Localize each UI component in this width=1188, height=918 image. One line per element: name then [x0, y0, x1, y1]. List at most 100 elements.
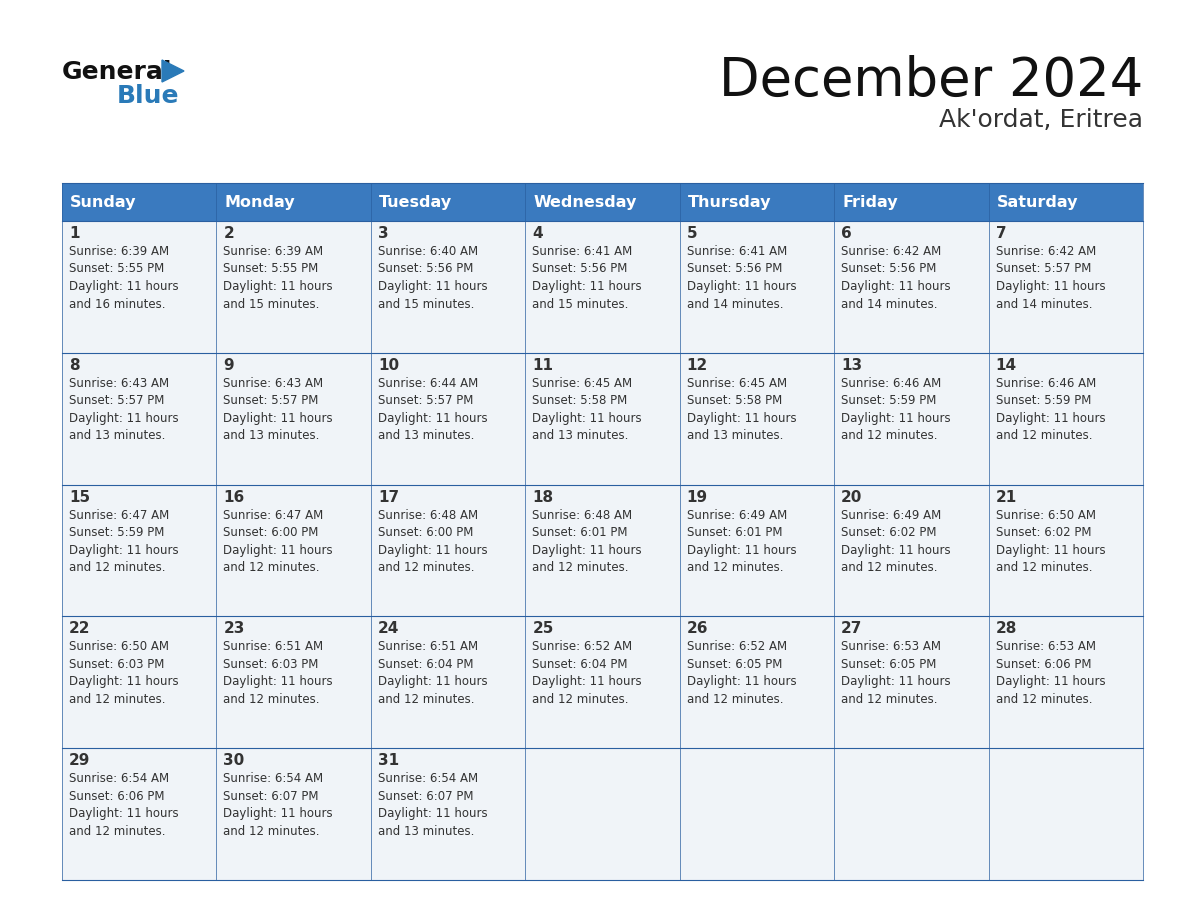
Bar: [371, 183, 525, 221]
Bar: [371, 748, 525, 880]
Text: 19: 19: [687, 489, 708, 505]
Text: and 14 minutes.: and 14 minutes.: [687, 297, 783, 310]
Text: and 12 minutes.: and 12 minutes.: [532, 561, 628, 574]
Text: and 12 minutes.: and 12 minutes.: [378, 561, 474, 574]
Text: Sunset: 6:01 PM: Sunset: 6:01 PM: [687, 526, 782, 539]
Text: Daylight: 11 hours: Daylight: 11 hours: [223, 807, 333, 820]
Text: Sunrise: 6:54 AM: Sunrise: 6:54 AM: [223, 772, 323, 785]
Text: and 13 minutes.: and 13 minutes.: [687, 430, 783, 442]
Text: Daylight: 11 hours: Daylight: 11 hours: [687, 412, 796, 425]
Text: Sunday: Sunday: [70, 195, 137, 209]
Text: Sunrise: 6:48 AM: Sunrise: 6:48 AM: [378, 509, 478, 521]
Text: Daylight: 11 hours: Daylight: 11 hours: [69, 807, 178, 820]
Text: 23: 23: [223, 621, 245, 636]
Bar: [680, 485, 834, 616]
Bar: [62, 221, 216, 353]
Text: and 13 minutes.: and 13 minutes.: [69, 430, 165, 442]
Text: Sunrise: 6:42 AM: Sunrise: 6:42 AM: [996, 245, 1095, 258]
Bar: [525, 616, 680, 748]
Text: Thursday: Thursday: [688, 195, 771, 209]
Bar: [62, 353, 216, 485]
Bar: [680, 353, 834, 485]
Text: and 12 minutes.: and 12 minutes.: [69, 693, 165, 706]
Bar: [371, 353, 525, 485]
Text: 1: 1: [69, 226, 80, 241]
Bar: [371, 221, 525, 353]
Text: Daylight: 11 hours: Daylight: 11 hours: [378, 676, 487, 688]
Bar: [216, 485, 371, 616]
Text: and 15 minutes.: and 15 minutes.: [223, 297, 320, 310]
Text: Sunset: 6:04 PM: Sunset: 6:04 PM: [378, 658, 473, 671]
Text: Sunrise: 6:44 AM: Sunrise: 6:44 AM: [378, 376, 478, 390]
Bar: [988, 748, 1143, 880]
Text: Sunset: 6:00 PM: Sunset: 6:00 PM: [223, 526, 318, 539]
Text: Saturday: Saturday: [997, 195, 1078, 209]
Text: 26: 26: [687, 621, 708, 636]
Text: Sunrise: 6:52 AM: Sunrise: 6:52 AM: [532, 641, 632, 654]
Text: Sunset: 6:07 PM: Sunset: 6:07 PM: [223, 789, 318, 802]
Text: Sunset: 6:03 PM: Sunset: 6:03 PM: [223, 658, 318, 671]
Bar: [525, 748, 680, 880]
Text: 3: 3: [378, 226, 388, 241]
Text: 30: 30: [223, 753, 245, 768]
Text: 17: 17: [378, 489, 399, 505]
Text: Sunset: 6:02 PM: Sunset: 6:02 PM: [841, 526, 936, 539]
Text: Sunrise: 6:50 AM: Sunrise: 6:50 AM: [996, 509, 1095, 521]
Bar: [988, 485, 1143, 616]
Text: Daylight: 11 hours: Daylight: 11 hours: [69, 676, 178, 688]
Text: and 15 minutes.: and 15 minutes.: [378, 297, 474, 310]
Text: Daylight: 11 hours: Daylight: 11 hours: [687, 543, 796, 556]
Text: Sunset: 6:05 PM: Sunset: 6:05 PM: [687, 658, 782, 671]
Text: Daylight: 11 hours: Daylight: 11 hours: [532, 412, 642, 425]
Text: Daylight: 11 hours: Daylight: 11 hours: [996, 543, 1105, 556]
Polygon shape: [162, 60, 184, 82]
Text: Sunset: 6:03 PM: Sunset: 6:03 PM: [69, 658, 164, 671]
Text: Ak'ordat, Eritrea: Ak'ordat, Eritrea: [939, 108, 1143, 132]
Text: and 12 minutes.: and 12 minutes.: [69, 561, 165, 574]
Bar: [834, 183, 988, 221]
Text: and 14 minutes.: and 14 minutes.: [841, 297, 937, 310]
Bar: [988, 616, 1143, 748]
Text: 29: 29: [69, 753, 90, 768]
Text: General: General: [62, 60, 172, 84]
Text: Daylight: 11 hours: Daylight: 11 hours: [841, 543, 950, 556]
Text: Sunset: 5:59 PM: Sunset: 5:59 PM: [841, 395, 936, 408]
Text: and 14 minutes.: and 14 minutes.: [996, 297, 1092, 310]
Text: Sunrise: 6:46 AM: Sunrise: 6:46 AM: [996, 376, 1095, 390]
Text: Daylight: 11 hours: Daylight: 11 hours: [223, 412, 333, 425]
Text: Sunset: 5:56 PM: Sunset: 5:56 PM: [841, 263, 936, 275]
Text: and 13 minutes.: and 13 minutes.: [223, 430, 320, 442]
Text: Sunrise: 6:45 AM: Sunrise: 6:45 AM: [532, 376, 632, 390]
Text: Sunrise: 6:42 AM: Sunrise: 6:42 AM: [841, 245, 941, 258]
Text: 28: 28: [996, 621, 1017, 636]
Bar: [680, 221, 834, 353]
Text: December 2024: December 2024: [719, 55, 1143, 107]
Bar: [834, 616, 988, 748]
Text: Sunset: 6:06 PM: Sunset: 6:06 PM: [69, 789, 164, 802]
Text: and 15 minutes.: and 15 minutes.: [532, 297, 628, 310]
Text: and 12 minutes.: and 12 minutes.: [687, 561, 783, 574]
Text: Daylight: 11 hours: Daylight: 11 hours: [532, 676, 642, 688]
Text: and 12 minutes.: and 12 minutes.: [996, 561, 1092, 574]
Text: Daylight: 11 hours: Daylight: 11 hours: [841, 412, 950, 425]
Text: Sunrise: 6:48 AM: Sunrise: 6:48 AM: [532, 509, 632, 521]
Text: and 13 minutes.: and 13 minutes.: [532, 430, 628, 442]
Text: Sunset: 5:56 PM: Sunset: 5:56 PM: [532, 263, 627, 275]
Text: Sunset: 5:59 PM: Sunset: 5:59 PM: [69, 526, 164, 539]
Text: Sunrise: 6:53 AM: Sunrise: 6:53 AM: [996, 641, 1095, 654]
Text: 8: 8: [69, 358, 80, 373]
Text: Sunset: 5:55 PM: Sunset: 5:55 PM: [223, 263, 318, 275]
Text: Sunrise: 6:47 AM: Sunrise: 6:47 AM: [223, 509, 323, 521]
Text: and 12 minutes.: and 12 minutes.: [841, 561, 937, 574]
Bar: [62, 616, 216, 748]
Text: Daylight: 11 hours: Daylight: 11 hours: [378, 280, 487, 293]
Bar: [216, 616, 371, 748]
Bar: [525, 353, 680, 485]
Bar: [988, 221, 1143, 353]
Text: Blue: Blue: [116, 84, 179, 108]
Text: Sunrise: 6:47 AM: Sunrise: 6:47 AM: [69, 509, 169, 521]
Text: and 12 minutes.: and 12 minutes.: [687, 693, 783, 706]
Bar: [834, 353, 988, 485]
Bar: [988, 353, 1143, 485]
Bar: [371, 485, 525, 616]
